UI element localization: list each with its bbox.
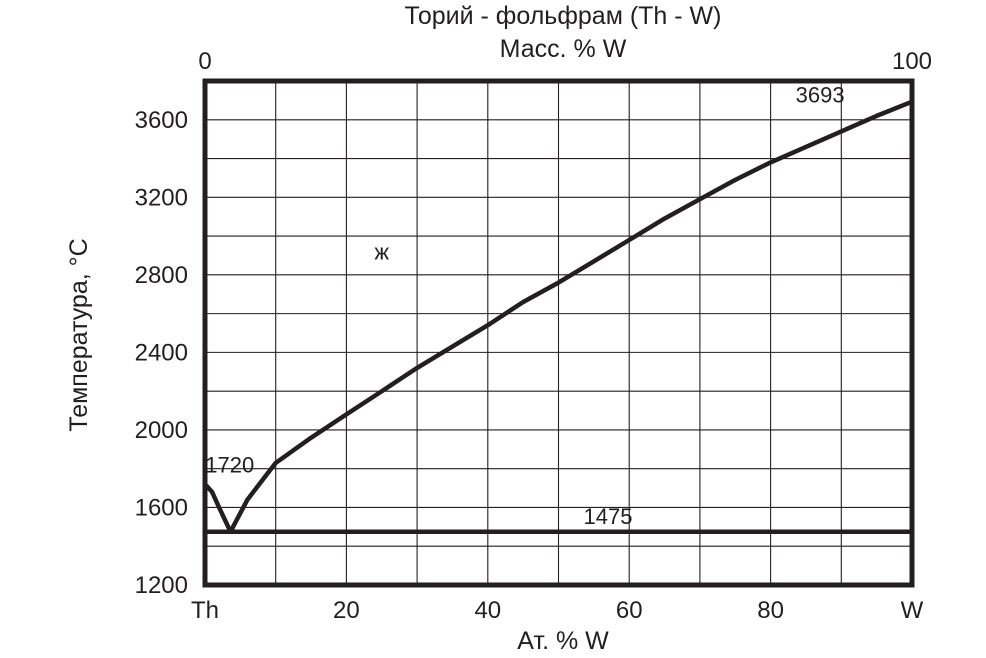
x-tick-label-5: W bbox=[901, 597, 924, 624]
y-tick-label-5: 3200 bbox=[135, 184, 188, 211]
grid bbox=[205, 81, 912, 585]
top-tick-label-1: 100 bbox=[892, 48, 932, 75]
series-layer bbox=[202, 99, 915, 534]
annotation-3: ж bbox=[374, 239, 389, 264]
x-tick-label-0: Th bbox=[191, 597, 219, 624]
annotation-1: 1475 bbox=[584, 504, 633, 529]
y-axis-label: Температура, °C bbox=[65, 238, 93, 431]
y-tick-label-2: 2000 bbox=[135, 417, 188, 444]
w-liquidus-curve bbox=[228, 99, 915, 534]
annotation-0: 1720 bbox=[205, 453, 254, 478]
chart-title: Торий - фольфрам (Th - W) bbox=[405, 2, 722, 30]
y-tick-label-6: 3600 bbox=[135, 107, 188, 134]
x-tick-label-4: 80 bbox=[757, 597, 784, 624]
th-liquidus-curve bbox=[202, 481, 233, 534]
x-axis-label: Ат. % W bbox=[517, 627, 609, 655]
tick-labels: Th 20 40 60 80 W 1200 1600 2000 2400 2800 3200 3600 bbox=[135, 107, 924, 624]
y-tick-label-3: 2400 bbox=[135, 339, 188, 366]
plot-frame bbox=[202, 78, 915, 588]
top-tick-label-0: 0 bbox=[198, 48, 211, 75]
x-tick-label-3: 60 bbox=[616, 597, 643, 624]
y-tick-label-1: 1600 bbox=[135, 494, 188, 521]
annotation-2: 3693 bbox=[796, 82, 845, 107]
annotations: 1720 1475 3693 ж bbox=[205, 82, 844, 529]
y-tick-label-0: 1200 bbox=[135, 572, 188, 599]
x-tick-label-1: 20 bbox=[333, 597, 360, 624]
y-tick-label-4: 2800 bbox=[135, 262, 188, 289]
x-tick-label-2: 40 bbox=[474, 597, 501, 624]
top-axis-label: Масс. % W bbox=[500, 35, 627, 63]
